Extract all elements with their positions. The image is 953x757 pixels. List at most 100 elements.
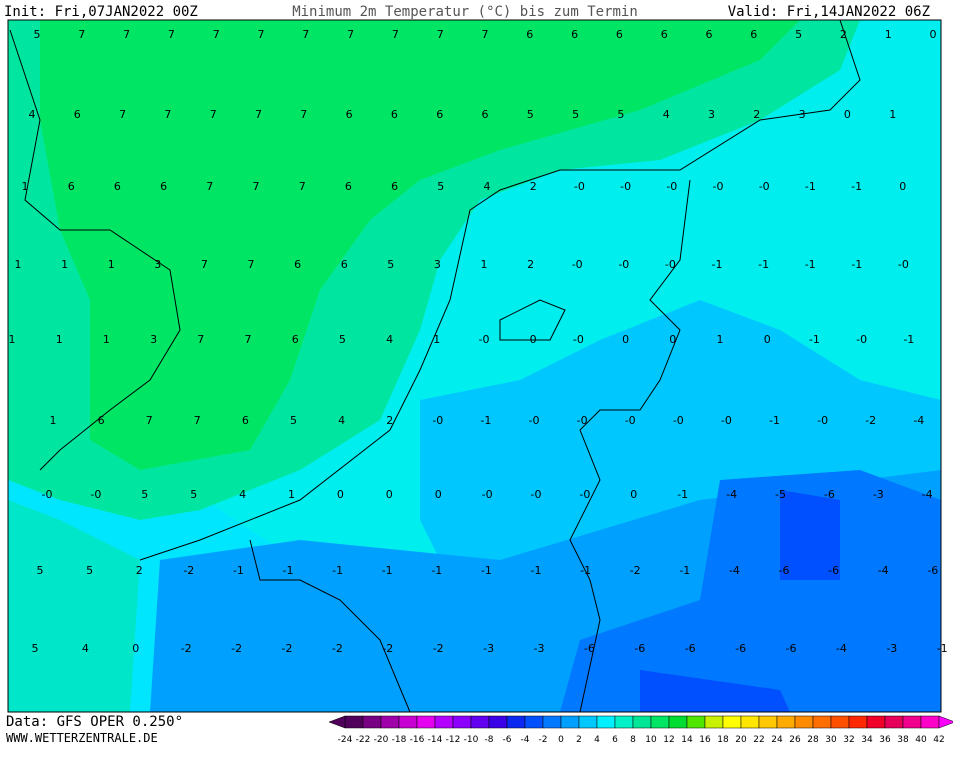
- grid-value: 1: [717, 333, 724, 346]
- colorbar-tick-label: 42: [933, 735, 944, 745]
- colorbar-swatch: [668, 715, 688, 729]
- grid-value: -1: [332, 564, 343, 577]
- grid-value: 6: [98, 414, 105, 427]
- grid-value: 7: [253, 180, 260, 193]
- grid-value: -3: [886, 642, 897, 655]
- grid-value: -0: [479, 333, 490, 346]
- colorbar-swatch: [542, 715, 562, 729]
- grid-value: 3: [799, 108, 806, 121]
- colorbar-tick-label: 34: [861, 735, 873, 745]
- field-coast-teal: [8, 500, 140, 712]
- grid-value: 1: [108, 258, 115, 271]
- colorbar-tick-label: -8: [485, 735, 494, 745]
- grid-value: 6: [341, 258, 348, 271]
- colorbar-tick-label: -12: [446, 735, 461, 745]
- colorbar-tick-label: -22: [356, 735, 371, 745]
- grid-value: 7: [206, 180, 213, 193]
- grid-value: 0: [764, 333, 771, 346]
- grid-value: -0: [482, 488, 493, 501]
- grid-value: -6: [634, 642, 645, 655]
- colorbar-tick-label: -14: [428, 735, 443, 745]
- grid-value: 6: [436, 108, 443, 121]
- grid-value: -6: [927, 564, 938, 577]
- grid-value: -0: [856, 333, 867, 346]
- grid-value: -1: [809, 333, 820, 346]
- grid-value: -2: [282, 642, 293, 655]
- colorbar-swatch: [452, 715, 472, 729]
- colorbar-tick-label: 22: [753, 735, 764, 745]
- colorbar-swatch: [524, 715, 544, 729]
- grid-value: -0: [577, 414, 588, 427]
- grid-value: -1: [903, 333, 914, 346]
- grid-value: 7: [78, 28, 85, 41]
- colorbar-swatch: [884, 715, 904, 729]
- grid-value: -4: [726, 488, 737, 501]
- grid-value: 0: [435, 488, 442, 501]
- grid-value: -0: [432, 414, 443, 427]
- colorbar-tick-label: 6: [612, 735, 618, 745]
- coastline: [139, 19, 861, 561]
- colorbar-arrow-high: [938, 715, 953, 729]
- colorbar-swatch: [614, 715, 634, 729]
- colorbar-tick-label: -16: [410, 735, 425, 745]
- grid-value: -1: [481, 564, 492, 577]
- grid-value: 1: [15, 258, 22, 271]
- grid-value: -1: [382, 564, 393, 577]
- colorbar-swatch: [776, 715, 796, 729]
- grid-value: -2: [382, 642, 393, 655]
- grid-value: 7: [392, 28, 399, 41]
- grid-value: -0: [673, 414, 684, 427]
- grid-value: 2: [386, 414, 393, 427]
- colorbar-tick-label: 26: [789, 735, 801, 745]
- grid-value: 5: [37, 564, 44, 577]
- colorbar-swatch: [848, 715, 868, 729]
- grid-value: -6: [735, 642, 746, 655]
- grid-value: 7: [245, 333, 252, 346]
- grid-value: -0: [526, 333, 537, 346]
- grid-value: 7: [168, 28, 175, 41]
- grid-value: -0: [574, 180, 585, 193]
- grid-value: -6: [786, 642, 797, 655]
- grid-value: 2: [530, 180, 537, 193]
- site-label: WWW.WETTERZENTRALE.DE: [6, 731, 158, 745]
- colorbar-tick-label: 0: [558, 735, 564, 745]
- colorbar-swatch: [812, 715, 832, 729]
- grid-value: 6: [294, 258, 301, 271]
- grid-value: 7: [255, 108, 262, 121]
- map-title: Minimum 2m Temperatur (°C) bis zum Termi…: [292, 4, 638, 20]
- grid-value: -5: [775, 488, 786, 501]
- grid-value: -2: [433, 642, 444, 655]
- grid-value: 4: [386, 333, 393, 346]
- grid-value: 7: [299, 180, 306, 193]
- grid-value: -1: [769, 414, 780, 427]
- grid-value: -0: [898, 258, 909, 271]
- colorbar-swatch: [704, 715, 724, 729]
- colorbar-swatch: [398, 715, 418, 729]
- grid-value: -0: [573, 333, 584, 346]
- colorbar-swatch: [488, 715, 508, 729]
- grid-value: -4: [922, 488, 933, 501]
- map-fields: [8, 20, 941, 712]
- grid-value: 5: [190, 488, 197, 501]
- grid-value: -0: [529, 414, 540, 427]
- grid-value: 1: [288, 488, 295, 501]
- grid-value: -3: [483, 642, 494, 655]
- grid-value: 6: [242, 414, 249, 427]
- grid-value: 7: [258, 28, 265, 41]
- grid-value: 5: [32, 642, 39, 655]
- grid-value: 6: [616, 28, 623, 41]
- grid-value: 6: [526, 28, 533, 41]
- grid-value: -0: [759, 180, 770, 193]
- colorbar-tick-label: 40: [915, 735, 927, 745]
- grid-value: 7: [482, 28, 489, 41]
- grid-value: -2: [630, 564, 641, 577]
- grid-value: 1: [22, 180, 29, 193]
- grid-value: -1: [283, 564, 294, 577]
- colorbar-swatch: [506, 715, 526, 729]
- grid-value: 1: [61, 258, 68, 271]
- grid-value: 7: [164, 108, 171, 121]
- colorbar-swatch: [434, 715, 454, 729]
- grid-value: -0: [713, 180, 724, 193]
- grid-value: 7: [123, 28, 130, 41]
- grid-value: 1: [885, 28, 892, 41]
